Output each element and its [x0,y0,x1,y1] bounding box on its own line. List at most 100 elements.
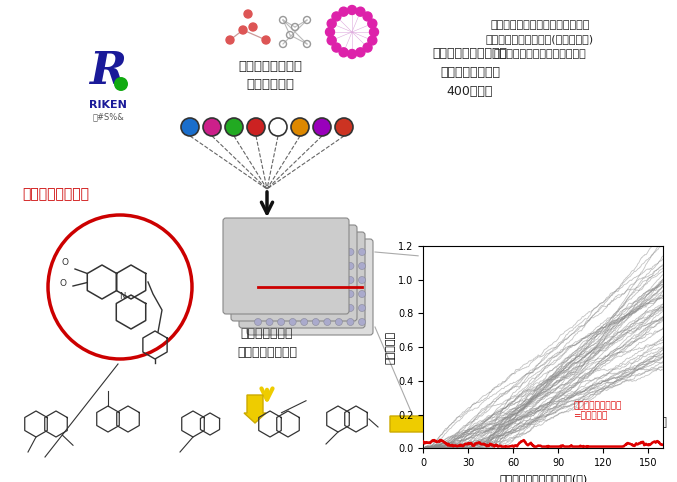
Text: 作用機作解析
動物内での活性解析: 作用機作解析 動物内での活性解析 [456,406,524,438]
Circle shape [347,249,354,255]
Circle shape [312,249,320,255]
Circle shape [359,263,366,269]
Circle shape [347,277,354,283]
Circle shape [255,305,261,311]
Circle shape [289,305,296,311]
Circle shape [312,291,320,297]
Circle shape [359,291,366,297]
Circle shape [266,263,273,269]
Circle shape [359,277,366,283]
Circle shape [301,319,308,325]
Circle shape [335,263,343,269]
Circle shape [278,249,284,255]
Text: R: R [89,51,127,94]
Circle shape [347,263,354,269]
Circle shape [332,12,341,21]
Circle shape [301,277,308,283]
Circle shape [278,291,284,297]
Circle shape [347,50,357,58]
Circle shape [335,277,343,283]
Circle shape [335,319,343,325]
Circle shape [255,319,261,325]
Circle shape [339,48,348,57]
Circle shape [289,263,296,269]
Circle shape [226,36,234,44]
Circle shape [181,118,199,136]
Circle shape [266,277,273,283]
Circle shape [262,36,270,44]
Text: 駆虫薬の候補: 駆虫薬の候補 [622,415,668,428]
Text: ア#S%&: ア#S%& [92,112,124,121]
Circle shape [324,319,331,325]
Text: 理研天然化合物ライブ
ラリーの一次探索: 理研天然化合物ライブ ラリーの一次探索 [230,227,305,259]
FancyBboxPatch shape [231,225,357,321]
Circle shape [335,291,343,297]
Circle shape [278,263,284,269]
Circle shape [239,26,247,34]
Circle shape [278,319,284,325]
Circle shape [249,23,257,31]
Circle shape [301,263,308,269]
Text: 第一次ヒット物質: 第一次ヒット物質 [22,187,89,201]
Circle shape [359,249,366,255]
Circle shape [363,43,372,52]
Text: O: O [60,279,66,288]
Circle shape [312,277,320,283]
Circle shape [203,118,221,136]
Circle shape [347,291,354,297]
Circle shape [359,319,366,325]
Circle shape [347,319,354,325]
Circle shape [324,277,331,283]
Text: 希釈後も殺滅させる
=ヒット物質: 希釈後も殺滅させる =ヒット物質 [573,401,621,420]
Circle shape [312,263,320,269]
FancyBboxPatch shape [223,218,349,314]
FancyArrow shape [567,413,621,435]
Circle shape [255,263,261,269]
Circle shape [244,10,252,18]
Circle shape [347,305,354,311]
Circle shape [266,305,273,311]
Circle shape [278,305,284,311]
Circle shape [289,319,296,325]
Text: 青酸存在条件で作用させると青酸
希釈後も動かなくなる(殺滅させる)
化合物のハイスループット探索: 青酸存在条件で作用させると青酸 希釈後も動かなくなる(殺滅させる) 化合物のハイ… [486,20,594,59]
Text: N: N [118,292,125,301]
Circle shape [278,277,284,283]
Circle shape [301,291,308,297]
Circle shape [339,7,348,16]
Circle shape [356,48,365,57]
Circle shape [327,36,336,45]
Circle shape [312,319,320,325]
FancyArrow shape [390,413,444,435]
Circle shape [359,305,366,311]
Circle shape [324,305,331,311]
Circle shape [289,249,296,255]
Circle shape [368,19,377,28]
Y-axis label: 蠕動の運動: 蠕動の運動 [385,331,395,363]
Circle shape [324,249,331,255]
Circle shape [114,77,128,91]
Circle shape [225,118,243,136]
Circle shape [289,291,296,297]
Circle shape [332,43,341,52]
Text: 理研天然化合物ライブ
ラリーを代表する
400化合物: 理研天然化合物ライブ ラリーを代表する 400化合物 [433,47,508,98]
Circle shape [255,277,261,283]
Circle shape [335,249,343,255]
Circle shape [289,277,296,283]
Circle shape [301,305,308,311]
Circle shape [368,36,377,45]
Circle shape [313,118,331,136]
Text: RIKEN: RIKEN [89,100,127,110]
Circle shape [269,118,287,136]
Circle shape [335,305,343,311]
FancyBboxPatch shape [247,239,373,335]
FancyBboxPatch shape [239,232,365,328]
Circle shape [327,19,336,28]
Circle shape [370,27,378,37]
Circle shape [291,118,309,136]
Text: O: O [62,258,68,267]
Circle shape [324,263,331,269]
Circle shape [347,5,357,14]
Circle shape [326,27,334,37]
Circle shape [312,305,320,311]
Circle shape [335,118,353,136]
